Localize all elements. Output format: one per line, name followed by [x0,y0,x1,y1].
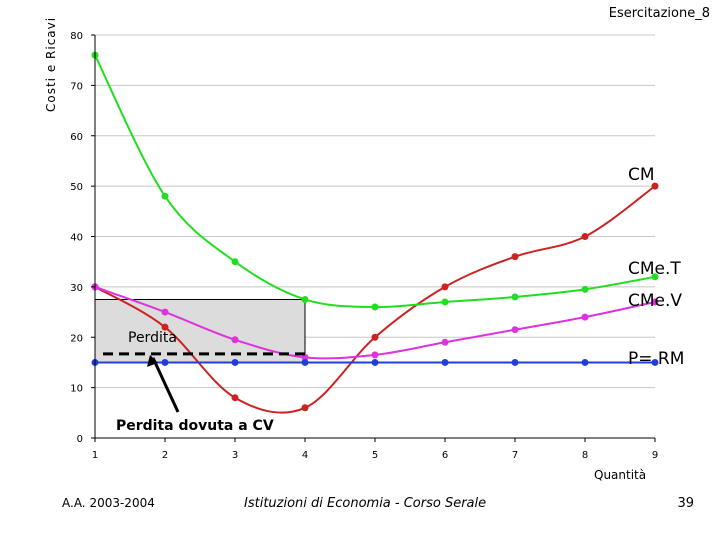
x-tick-label: 1 [92,450,98,461]
y-tick-label: 0 [77,434,83,445]
data-point [301,404,309,412]
data-point [651,358,659,366]
axes: 0 10 20 30 40 50 60 70 80 1 2 3 4 5 6 7 8 9 [70,31,658,461]
cv-loss-arrowhead [147,354,158,367]
x-axis-label: Quantità [594,468,647,482]
data-point [511,253,519,261]
x-tick-label: 4 [302,450,308,461]
data-point [441,358,449,366]
y-tick-label: 80 [70,31,83,42]
x-tick-label: 9 [652,450,658,461]
x-tick-label: 6 [442,450,448,461]
data-point [511,293,519,301]
data-point [371,303,379,311]
y-tick-label: 30 [70,283,83,294]
y-tick-label: 60 [70,132,83,143]
data-point [581,233,589,240]
slide-title: Esercitazione_8 [608,6,710,21]
y-tick-label: 70 [70,81,83,92]
footer-academic-year: A.A. 2003-2004 [62,496,155,510]
data-point [581,285,589,293]
data-point [301,295,309,303]
series-line [94,185,656,414]
series-line [94,54,656,309]
data-point [301,358,309,366]
annotations: CM CMe.T CMe.V P= RM Perdita Perdita dovuta a… [103,165,684,434]
data-point [651,182,659,190]
data-point [231,358,239,366]
data-point [161,192,169,200]
data-point [161,358,169,366]
x-tick-label: 5 [372,450,378,461]
footer-course: Istituzioni di Economia - Corso Serale [244,496,487,511]
x-tick-label: 8 [582,450,588,461]
loss-label: Perdita [128,330,177,346]
y-tick-label: 40 [70,233,83,244]
data-point [581,358,589,366]
data-point [441,283,449,291]
y-tick-label: 20 [70,333,83,344]
data-point [231,394,239,402]
x-tick-label: 3 [232,450,238,461]
series-label: CMe.T [628,259,681,279]
data-point [441,298,449,306]
cv-loss-arrow [151,357,180,413]
data-point [651,298,659,306]
x-tick-label: 7 [512,450,518,461]
data-point [581,313,589,321]
data-point [371,333,379,341]
data-point [511,358,519,366]
data-point [511,326,519,334]
data-point [161,323,169,331]
series-label: CMe.V [628,291,682,311]
series-label: CM [628,165,655,185]
data-point [161,308,169,316]
data-point [441,338,449,346]
y-tick-label: 50 [70,182,83,193]
data-point [231,336,239,344]
series-label: P= RM [628,349,684,369]
x-tick-label: 2 [162,450,168,461]
page-number: 39 [677,496,694,511]
data-point [231,258,239,266]
data-point [371,351,379,359]
cv-loss-label: Perdita dovuta a CV [116,418,274,434]
data-point [651,273,659,281]
data-point [371,358,379,366]
series-lines [91,51,659,414]
data-point [301,353,309,361]
y-tick-label: 10 [70,384,83,395]
